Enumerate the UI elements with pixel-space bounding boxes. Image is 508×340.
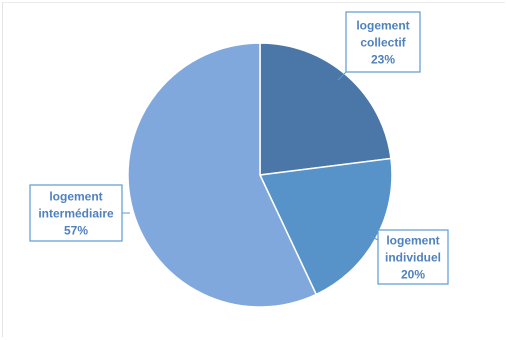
- slice-value-label: 23%: [371, 53, 395, 67]
- callout-leader-line: [337, 71, 347, 81]
- callout-logement-intermédiaire: logement intermédiaire 57%: [29, 184, 130, 242]
- callout-logement-collectif: logement collectif 23%: [337, 11, 421, 81]
- callout-box: [377, 229, 449, 285]
- callout-box: [29, 184, 123, 242]
- slice-category-label: logement: [386, 234, 439, 248]
- callout-logement-individuel: logement individuel 20%: [369, 229, 449, 285]
- slice-value-label: 20%: [401, 268, 425, 282]
- callout-box: [345, 11, 421, 73]
- callout-leader-line: [369, 235, 379, 241]
- pie-slice-logement-intermédiaire: [127, 42, 318, 308]
- slice-category-label: individuel: [385, 251, 441, 265]
- slice-category-label: intermédiaire: [38, 207, 114, 221]
- slice-category-label: collectif: [360, 36, 406, 50]
- pie-slice-logement-collectif: [259, 42, 392, 176]
- slice-value-label: 57%: [64, 224, 88, 238]
- slice-category-label: logement: [49, 190, 102, 204]
- slice-category-label: logement: [356, 19, 409, 33]
